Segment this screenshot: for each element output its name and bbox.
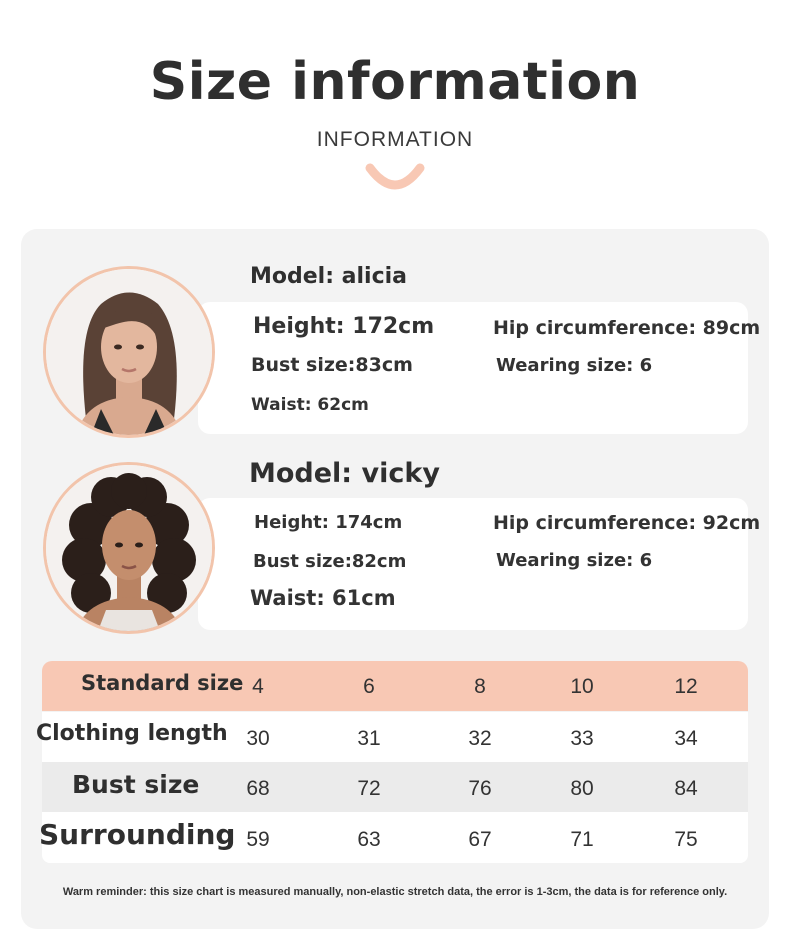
model-bust: Bust size:83cm — [251, 354, 413, 376]
table-row — [42, 762, 748, 812]
page-title: Size information — [149, 52, 641, 112]
model-photo-vicky — [43, 462, 215, 634]
table-header-cell: 10 — [570, 675, 594, 698]
table-header-cell: 8 — [474, 675, 486, 698]
table-row — [42, 712, 748, 762]
table-row — [42, 812, 748, 863]
model-hip: Hip circumference: 89cm — [493, 317, 761, 339]
model-wearing-size: Wearing size: 6 — [496, 355, 653, 376]
table-row-label: Clothing length — [36, 721, 228, 746]
table-row-label: Surrounding — [39, 818, 236, 851]
table-cell: 33 — [570, 727, 594, 750]
table-cell: 76 — [468, 777, 492, 800]
table-cell: 71 — [570, 828, 594, 851]
model-photo-alicia — [43, 266, 215, 438]
table-header-cell: 12 — [674, 675, 698, 698]
table-cell: 63 — [357, 828, 381, 851]
table-cell: 34 — [674, 727, 698, 750]
model-waist: Waist: 61cm — [250, 586, 396, 610]
model-card-vicky — [198, 498, 748, 630]
table-cell: 80 — [570, 777, 594, 800]
model-name-alicia: Model: alicia — [250, 264, 408, 289]
model-name-vicky: Model: vicky — [249, 458, 440, 489]
model-portrait-curly-hair-icon — [46, 465, 212, 631]
table-cell: 84 — [674, 777, 698, 800]
table-header-row — [42, 661, 748, 711]
smile-decoration-icon — [365, 163, 425, 190]
model-portrait-straight-hair-icon — [46, 269, 212, 435]
model-height: Height: 172cm — [253, 314, 435, 339]
model-waist: Waist: 62cm — [251, 395, 369, 415]
model-bust: Bust size:82cm — [253, 551, 407, 572]
table-cell: 68 — [246, 777, 270, 800]
page-subtitle: INFORMATION — [316, 128, 474, 151]
model-height: Height: 174cm — [254, 512, 403, 533]
table-cell: 59 — [246, 828, 270, 851]
table-cell: 30 — [246, 727, 270, 750]
table-header-label: Standard size — [81, 671, 244, 695]
table-header-cell: 6 — [363, 675, 375, 698]
table-cell: 75 — [674, 828, 698, 851]
model-hip: Hip circumference: 92cm — [493, 512, 761, 534]
table-header-cell: 4 — [252, 675, 264, 698]
table-cell: 67 — [468, 828, 492, 851]
model-card-alicia — [198, 302, 748, 434]
table-cell: 32 — [468, 727, 492, 750]
table-cell: 31 — [357, 727, 381, 750]
model-wearing-size: Wearing size: 6 — [496, 550, 653, 571]
warm-reminder-note: Warm reminder: this size chart is measur… — [62, 886, 728, 898]
table-cell: 72 — [357, 777, 381, 800]
table-row-label: Bust size — [72, 770, 200, 799]
